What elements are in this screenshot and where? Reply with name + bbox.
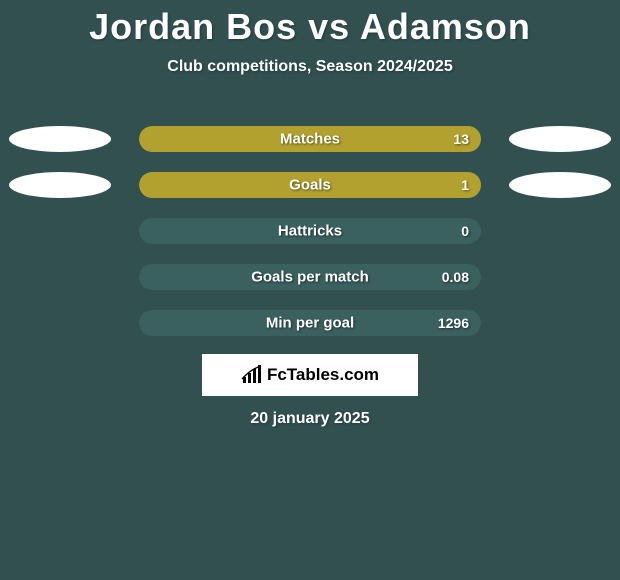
stat-label: Goals	[289, 177, 331, 194]
stat-bar: Matches 13	[139, 126, 481, 152]
stat-value: 1296	[438, 315, 469, 331]
source-logo[interactable]: FcTables.com	[202, 354, 418, 396]
stat-label: Hattricks	[278, 223, 342, 240]
stat-value: 13	[453, 131, 469, 147]
stat-row: Goals 1	[0, 172, 620, 198]
source-logo-text: FcTables.com	[267, 365, 379, 385]
stat-row: Min per goal 1296	[0, 310, 620, 336]
player-marker-left	[9, 172, 111, 198]
stat-rows: Matches 13 Goals 1 Hattricks 0 Goals per match…	[0, 126, 620, 356]
stat-row: Goals per match 0.08	[0, 264, 620, 290]
stat-value: 1	[461, 177, 469, 193]
stat-label: Min per goal	[266, 315, 354, 332]
player-marker-left	[9, 126, 111, 152]
player-marker-right	[509, 172, 611, 198]
stat-value: 0	[461, 223, 469, 239]
stat-row: Hattricks 0	[0, 218, 620, 244]
stat-bar: Hattricks 0	[139, 218, 481, 244]
stat-bar: Min per goal 1296	[139, 310, 481, 336]
bar-chart-icon	[241, 365, 263, 385]
stat-label: Goals per match	[251, 269, 369, 286]
stat-value: 0.08	[442, 269, 469, 285]
stat-bar: Goals per match 0.08	[139, 264, 481, 290]
player-marker-right	[509, 126, 611, 152]
snapshot-date: 20 january 2025	[0, 410, 620, 428]
stat-label: Matches	[280, 131, 340, 148]
page-title: Jordan Bos vs Adamson	[0, 0, 620, 50]
stat-row: Matches 13	[0, 126, 620, 152]
page-subtitle: Club competitions, Season 2024/2025	[0, 50, 620, 76]
stat-bar: Goals 1	[139, 172, 481, 198]
